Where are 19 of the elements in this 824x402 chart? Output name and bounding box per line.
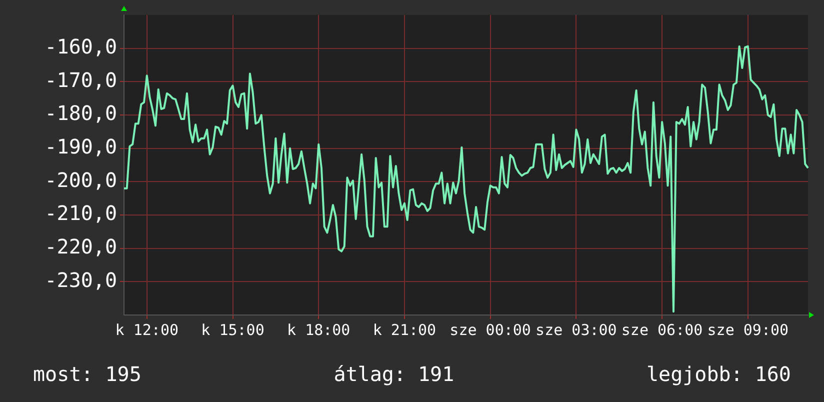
x-tick-label: k 12:00 (115, 320, 179, 339)
x-tick-label: sze 09:00 (707, 320, 789, 339)
x-tick-label: k 18:00 (287, 320, 350, 339)
text: átlag: 191 (334, 362, 454, 386)
y-tick-label: -200,0 (44, 168, 117, 192)
y-tick-label: -180,0 (44, 101, 117, 126)
y-tick-label: -160,0 (44, 34, 117, 59)
text: legjobb: 160 (646, 362, 791, 386)
x-tick-label: sze 03:00 (536, 320, 617, 339)
x-tick-label: k 21:00 (372, 320, 436, 339)
y-tick-label: -210,0 (44, 201, 117, 226)
x-tick-label: sze 00:00 (450, 320, 531, 339)
y-tick-label: -190,0 (44, 134, 117, 159)
text: most: 195 (33, 362, 142, 386)
y-tick-label: -220,0 (44, 234, 117, 259)
x-tick-label: sze 06:00 (621, 320, 703, 339)
x-tick-label: k 15:00 (201, 320, 264, 339)
y-tick-label: -230,0 (44, 268, 117, 292)
y-tick-label: -170,0 (44, 68, 117, 92)
